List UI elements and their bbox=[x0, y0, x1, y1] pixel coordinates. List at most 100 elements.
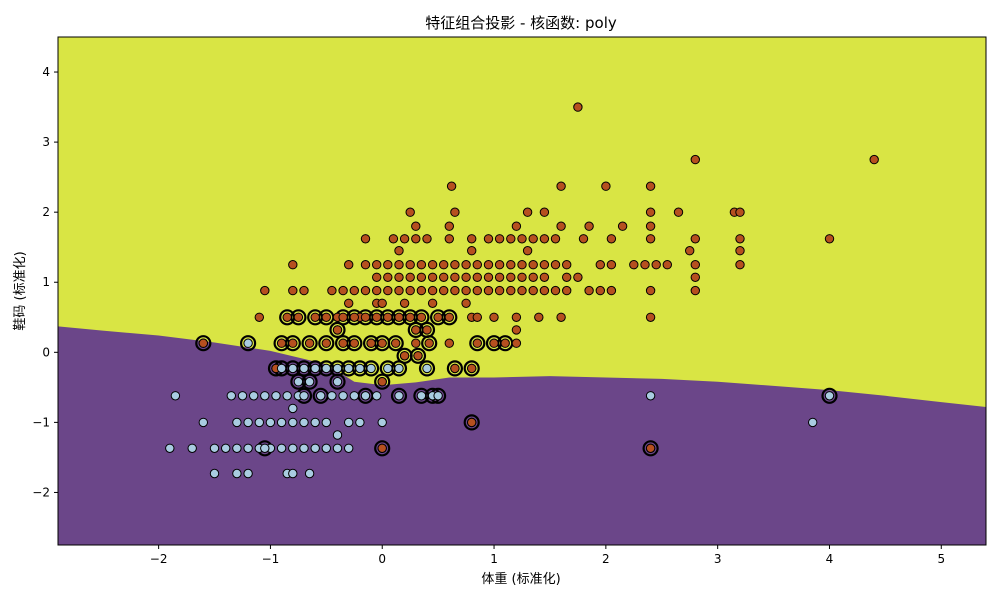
data-point-class-a bbox=[539, 234, 550, 244]
data-point-class-a bbox=[405, 312, 415, 322]
data-point-class-a bbox=[394, 246, 404, 256]
y-tick-label: 0 bbox=[42, 345, 50, 359]
data-point-class-a bbox=[377, 338, 387, 348]
data-point-class-a bbox=[439, 285, 449, 296]
data-point-class-b bbox=[249, 391, 259, 401]
data-point-class-a bbox=[539, 260, 550, 270]
data-point-class-a bbox=[494, 272, 505, 282]
data-point-class-a bbox=[405, 207, 415, 217]
x-axis-title: 体重 (标准化) bbox=[481, 571, 560, 587]
data-point-class-b bbox=[232, 443, 242, 453]
y-tick-label: 3 bbox=[42, 135, 50, 149]
data-point-class-a bbox=[450, 207, 460, 217]
data-point-class-a bbox=[472, 338, 482, 348]
data-point-class-a bbox=[282, 312, 292, 322]
support-vector-ring bbox=[421, 335, 438, 352]
data-point-class-a bbox=[690, 285, 700, 296]
data-point-class-a bbox=[517, 285, 527, 296]
data-point-class-a bbox=[522, 246, 533, 256]
data-point-class-a bbox=[690, 260, 700, 270]
data-point-class-b bbox=[808, 417, 818, 428]
data-point-class-a bbox=[506, 272, 516, 282]
data-point-class-a bbox=[824, 234, 835, 244]
data-point-class-a bbox=[690, 272, 700, 282]
data-point-class-b bbox=[310, 363, 320, 374]
data-point-class-b bbox=[232, 417, 242, 428]
x-tick-label: −2 bbox=[150, 552, 168, 566]
data-point-class-a bbox=[349, 285, 359, 296]
data-point-class-a bbox=[595, 285, 605, 296]
data-point-class-b bbox=[237, 391, 248, 401]
data-point-class-b bbox=[276, 417, 287, 428]
data-point-class-a bbox=[198, 338, 209, 348]
data-point-class-a bbox=[450, 260, 460, 270]
data-point-class-a bbox=[372, 285, 382, 296]
data-point-class-b bbox=[209, 443, 220, 453]
data-point-class-b bbox=[265, 417, 276, 428]
data-point-class-b bbox=[433, 391, 443, 401]
data-point-class-a bbox=[299, 285, 309, 296]
chart-title: 特征组合投影 - 核函数: poly bbox=[425, 14, 617, 32]
data-point-class-a bbox=[416, 272, 427, 282]
data-point-class-b bbox=[338, 391, 348, 401]
data-point-class-a bbox=[399, 234, 410, 244]
data-point-class-a bbox=[578, 234, 589, 244]
y-tick-label: 1 bbox=[42, 275, 50, 289]
data-point-class-a bbox=[288, 260, 298, 270]
data-point-class-a bbox=[606, 234, 617, 244]
data-point-class-a bbox=[735, 207, 745, 217]
data-point-class-a bbox=[511, 338, 522, 348]
data-point-class-a bbox=[424, 338, 434, 348]
data-point-class-a bbox=[444, 221, 454, 231]
data-point-class-a bbox=[254, 312, 264, 322]
data-point-class-a bbox=[506, 285, 516, 296]
x-tick-label: 4 bbox=[826, 552, 834, 566]
data-point-class-b bbox=[332, 363, 343, 374]
support-vector-ring bbox=[301, 335, 318, 352]
support-vector-ring bbox=[446, 360, 463, 377]
data-point-class-a bbox=[304, 338, 315, 348]
data-point-class-a bbox=[450, 363, 460, 374]
data-point-class-a bbox=[372, 272, 382, 282]
data-point-class-a bbox=[388, 234, 399, 244]
data-point-class-b bbox=[824, 391, 835, 401]
support-vector-ring bbox=[463, 360, 480, 377]
data-point-class-a bbox=[427, 260, 438, 270]
data-point-class-a bbox=[539, 272, 550, 282]
data-point-class-a bbox=[573, 102, 583, 112]
data-point-class-a bbox=[690, 154, 700, 165]
data-point-class-a bbox=[383, 285, 393, 296]
data-point-class-b bbox=[344, 363, 354, 374]
data-point-class-a bbox=[528, 272, 538, 282]
support-vector-ring bbox=[374, 373, 391, 390]
data-point-class-b bbox=[416, 391, 427, 401]
data-point-class-b bbox=[232, 468, 242, 479]
data-point-class-b bbox=[165, 443, 175, 453]
data-point-class-a bbox=[584, 285, 594, 296]
data-point-class-a bbox=[383, 312, 393, 322]
data-point-class-b bbox=[422, 363, 432, 374]
data-point-class-a bbox=[260, 285, 270, 296]
data-point-class-a bbox=[467, 417, 477, 428]
x-tick-label: 5 bbox=[937, 552, 945, 566]
data-point-class-a bbox=[288, 338, 298, 348]
data-point-class-a bbox=[517, 272, 527, 282]
data-point-class-b bbox=[332, 443, 343, 453]
data-point-class-b bbox=[321, 363, 331, 374]
data-point-class-a bbox=[584, 221, 594, 231]
data-point-class-b bbox=[226, 391, 237, 401]
data-point-class-a bbox=[439, 272, 449, 282]
data-point-class-a bbox=[690, 234, 700, 244]
data-point-class-a bbox=[640, 260, 650, 270]
data-point-class-a bbox=[360, 260, 371, 270]
data-point-class-b bbox=[288, 417, 298, 428]
data-point-class-b bbox=[383, 363, 393, 374]
data-point-class-a bbox=[321, 312, 331, 322]
data-point-class-a bbox=[494, 234, 505, 244]
data-point-class-a bbox=[489, 338, 499, 348]
data-point-class-a bbox=[556, 181, 566, 191]
data-point-class-a bbox=[344, 298, 354, 308]
data-point-class-a bbox=[606, 260, 617, 270]
data-point-class-a bbox=[573, 272, 583, 282]
data-point-class-a bbox=[394, 285, 404, 296]
